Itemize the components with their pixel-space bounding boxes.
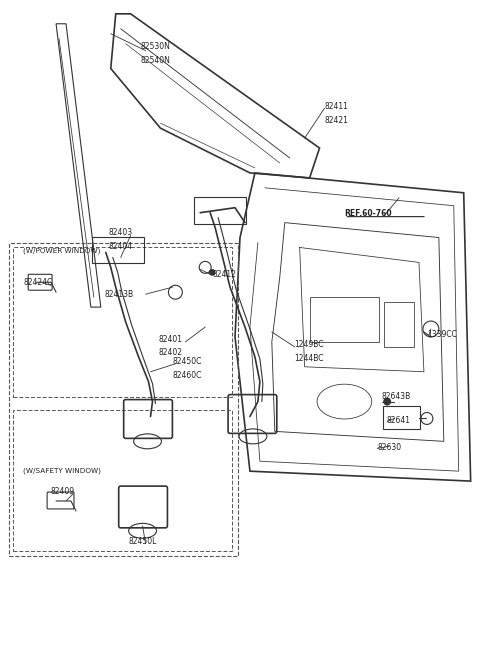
Text: 82540N: 82540N: [141, 56, 170, 65]
Text: 82403: 82403: [108, 228, 133, 237]
Text: 82630: 82630: [377, 443, 401, 452]
Text: (W/POWER WINDOW): (W/POWER WINDOW): [23, 247, 101, 254]
Text: 82641: 82641: [386, 416, 410, 425]
Text: 82401: 82401: [158, 336, 182, 344]
Circle shape: [383, 397, 391, 405]
Text: 82412: 82412: [212, 270, 236, 279]
Text: (W/SAFETY WINDOW): (W/SAFETY WINDOW): [23, 468, 101, 474]
Text: 82402: 82402: [158, 348, 182, 357]
Text: 82413B: 82413B: [104, 290, 133, 299]
Text: 82450L: 82450L: [128, 537, 157, 546]
Text: 82404: 82404: [108, 242, 133, 251]
Text: 82530N: 82530N: [141, 42, 170, 51]
Text: 82460C: 82460C: [172, 371, 202, 380]
Text: 82409: 82409: [51, 487, 75, 495]
Text: 82450C: 82450C: [172, 357, 202, 367]
Text: 82421: 82421: [324, 116, 348, 125]
Text: 1249BC: 1249BC: [295, 340, 324, 350]
Text: 82643B: 82643B: [381, 392, 410, 401]
Text: 82424C: 82424C: [23, 278, 52, 286]
Text: 1339CC: 1339CC: [427, 330, 457, 340]
Text: 82411: 82411: [324, 102, 348, 111]
Text: REF.60-760: REF.60-760: [344, 209, 392, 218]
Circle shape: [209, 269, 215, 275]
Text: 1244BC: 1244BC: [295, 354, 324, 363]
